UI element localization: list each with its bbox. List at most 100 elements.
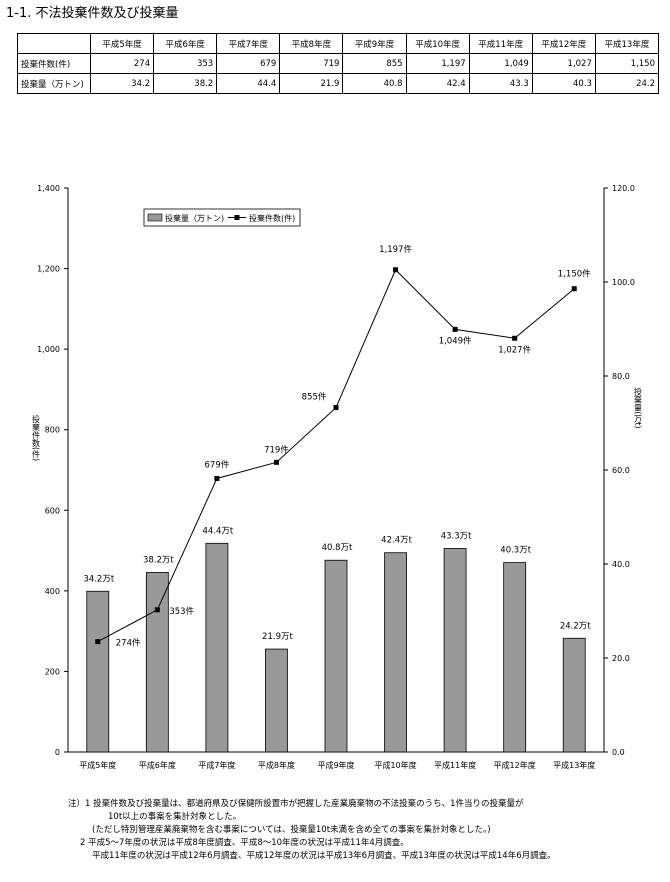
line-marker [333,405,339,411]
bar [324,559,348,753]
table-column-header: 平成8年度 [279,33,344,54]
x-axis-tick-label: 平成7年度 [198,760,235,770]
legend-box [143,208,301,227]
line-marker [452,326,458,332]
bar-data-label: 40.3万t [500,546,531,556]
table-column-header: 平成12年度 [531,33,596,54]
x-axis-tick-label: 平成12年度 [494,760,536,770]
line-data-label: 274件 [116,638,141,649]
left-axis-tick-label: 600 [45,506,60,515]
table-column-header: 平成9年度 [342,33,407,54]
bar [265,648,288,753]
right-axis-tick-label: 0.0 [612,748,625,757]
table-cell: 1,197 [405,53,470,74]
bar [443,548,467,753]
table-column-header: 平成10年度 [405,33,470,54]
line-data-label: 1,049件 [439,335,472,346]
table-cell: 40.3 [531,73,596,94]
bar-data-label: 34.2万t [83,574,114,584]
line-marker [571,286,577,292]
chart: 0 200 400 600 800 1,000 1,200 1,400 0.0 20.0 40.0 6… [32,184,643,770]
bar-data-label: 44.4万t [203,526,234,536]
x-axis-tick-label: 平成13年度 [553,760,595,770]
left-axis-tick-label: 1,000 [37,345,60,354]
right-axis-title: 投棄量(万t) [634,386,643,428]
table-column-header: 平成13年度 [594,33,660,54]
bar-data-label: 42.4万t [381,536,412,546]
table-row-label: 投棄件数(件) [17,53,91,74]
table-cell: 855 [342,53,407,74]
bar-data-label: 21.9万t [262,632,293,642]
bar [145,572,169,753]
line-marker [393,267,399,273]
x-axis-tick-label: 平成10年度 [374,760,416,770]
table-corner-cell [17,33,91,54]
table-row: 投棄件数(件) 274 353 679 719 855 1,197 1,049 1,027 1,1… [17,53,660,74]
left-axis-tick-label: 0 [55,748,60,757]
note-line: 注）1 投棄件数及び投棄量は、都道府県及び保健所設置市が把握した産業廃棄物の不法… [68,799,524,809]
note-line: (ただし特別管理産業廃棄物を含む事案については、投棄量10t未満を含め全ての事案… [92,825,491,835]
table-cell: 43.3 [468,73,533,94]
line-data-label: 1,150件 [558,269,591,280]
table-row-label: 投棄量（万トン) [17,73,91,94]
table-cell: 679 [216,53,281,74]
table-cell: 21.9 [279,73,344,94]
table-cell: 34.2 [89,73,155,94]
table-cell: 719 [279,53,344,74]
legend-bar-swatch [147,213,163,222]
page-title: 1-1. 不法投棄件数及び投棄量 [6,6,179,21]
table-cell: 42.4 [405,73,470,94]
x-axis-tick-label: 平成11年度 [434,760,476,770]
line-data-label: 719件 [264,444,289,455]
table-row: 投棄量（万トン) 34.2 38.2 44.4 21.9 40.8 42.4 43.3 40.3… [17,73,660,94]
table-cell: 24.2 [594,73,660,94]
line-marker [95,639,101,645]
x-axis-tick-label: 平成9年度 [317,760,354,770]
left-axis-tick-label: 800 [45,426,60,435]
note-line: 10t以上の事案を集計対象とした。 [108,812,242,822]
right-axis-tick-label: 120.0 [612,184,635,193]
table-cell: 1,150 [594,53,660,74]
bar-data-label: 40.8万t [322,543,353,553]
line-data-label: 1,197件 [379,244,412,255]
bar-data-label: 24.2万t [560,621,591,631]
right-axis-tick-label: 60.0 [612,466,630,475]
bar [86,590,110,753]
table-cell: 40.8 [342,73,407,94]
left-axis-tick-label: 200 [45,667,60,676]
table-column-header: 平成5年度 [89,33,155,54]
data-table: 平成5年度 平成6年度 平成7年度 平成8年度 平成9年度 平成10年度 平成11年度 平成1… [17,33,660,94]
x-axis-tick-label: 平成8年度 [258,760,295,770]
note-line: 平成11年度の状況は平成12年6月調査、平成12年度の状況は平成13年6月調査、… [92,851,556,861]
x-axis-tick-label: 平成5年度 [79,760,116,770]
line-marker [214,475,220,481]
left-axis-title: 投棄件数(件) [32,414,41,461]
table-cell: 1,027 [531,53,596,74]
line-data-label: 679件 [205,459,230,470]
legend-bar-label: 投棄量（万トン) [165,213,224,223]
table-cell: 44.4 [216,73,281,94]
table-cell: 353 [153,53,218,74]
bar [205,542,229,753]
right-axis-tick-label: 20.0 [612,654,630,663]
bar [503,562,527,753]
right-axis-tick-label: 40.0 [612,560,630,569]
line-marker [273,459,279,465]
line-marker [154,607,160,613]
right-axis-tick-label: 80.0 [612,372,630,381]
left-axis-tick-label: 1,200 [37,265,60,274]
line-marker [512,335,518,341]
table-column-header: 平成7年度 [216,33,281,54]
table-column-header: 平成11年度 [468,33,533,54]
table-cell: 1,049 [468,53,533,74]
left-axis-tick-label: 400 [45,587,60,596]
bar [562,637,586,753]
legend-line-marker [234,215,240,220]
table-header-row: 平成5年度 平成6年度 平成7年度 平成8年度 平成9年度 平成10年度 平成11年度 平成1… [17,33,660,54]
bar [384,552,407,753]
table-column-header: 平成6年度 [153,33,218,54]
table-cell: 38.2 [153,73,218,94]
line-data-label: 855件 [302,392,327,403]
left-axis-tick-label: 1,400 [37,184,60,193]
note-line: 2 平成5～7年度の状況は平成8年度調査、平成8～10年度の状況は平成11年4月… [80,838,409,848]
